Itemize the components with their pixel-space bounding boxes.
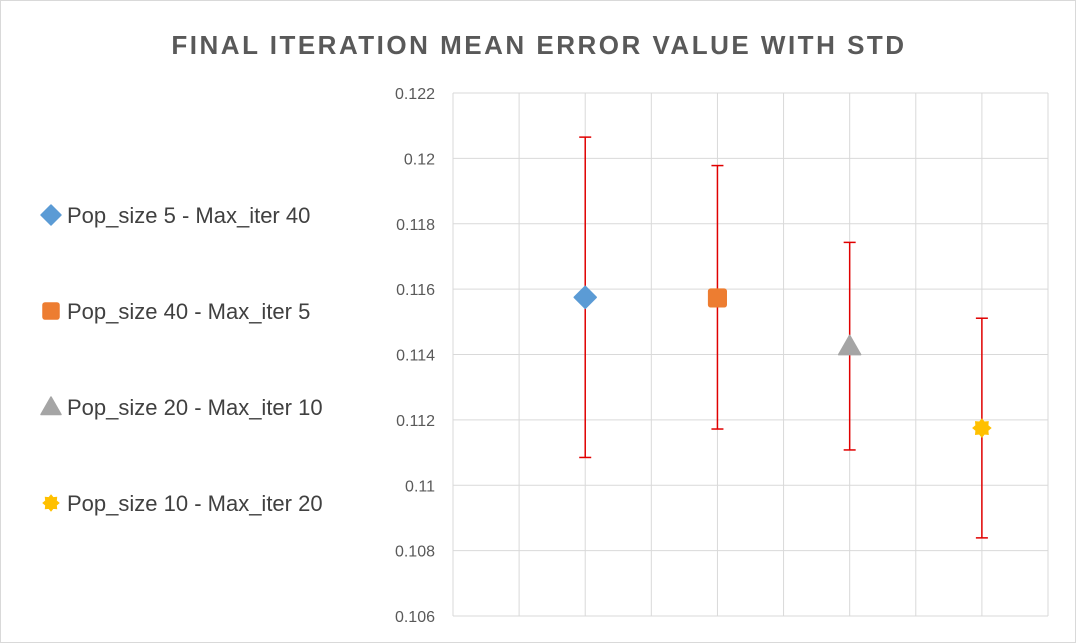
gridlines	[452, 92, 1049, 617]
y-tick-label: 0.12	[404, 151, 435, 168]
data-point-star-3	[972, 418, 992, 438]
y-tick-label: 0.106	[395, 609, 435, 626]
data-point-triangle-2	[837, 334, 862, 356]
data-point-diamond-0	[573, 285, 597, 310]
legend: Pop_size 5 - Max_iter 40 Pop_size 40 - Ma…	[40, 203, 323, 516]
y-tick-label: 0.108	[395, 544, 435, 561]
legend-label-3: Pop_size 10 - Max_iter 20	[67, 491, 323, 516]
chart-title: FINAL ITERATION MEAN ERROR VALUE WITH ST…	[171, 30, 906, 60]
legend-label-2: Pop_size 20 - Max_iter 10	[67, 395, 323, 420]
legend-marker-3	[42, 494, 60, 512]
y-tick-label: 0.11	[405, 478, 435, 495]
y-tick-label: 0.118	[396, 217, 435, 234]
legend-marker-2	[40, 396, 62, 416]
data-markers	[573, 285, 992, 438]
legend-label-0: Pop_size 5 - Max_iter 40	[67, 203, 310, 228]
legend-marker-0	[40, 204, 62, 226]
legend-marker-1	[42, 302, 60, 320]
y-tick-label: 0.114	[396, 348, 435, 365]
data-point-square-1	[707, 288, 727, 308]
y-tick-label: 0.112	[396, 413, 435, 430]
y-tick-label: 0.122	[395, 86, 435, 103]
y-axis-tick-labels: 0.106 0.108 0.11 0.112 0.114 0.116 0.118 0.12 0.…	[395, 86, 435, 626]
legend-label-1: Pop_size 40 - Max_iter 5	[67, 299, 310, 324]
y-tick-label: 0.116	[396, 282, 435, 299]
